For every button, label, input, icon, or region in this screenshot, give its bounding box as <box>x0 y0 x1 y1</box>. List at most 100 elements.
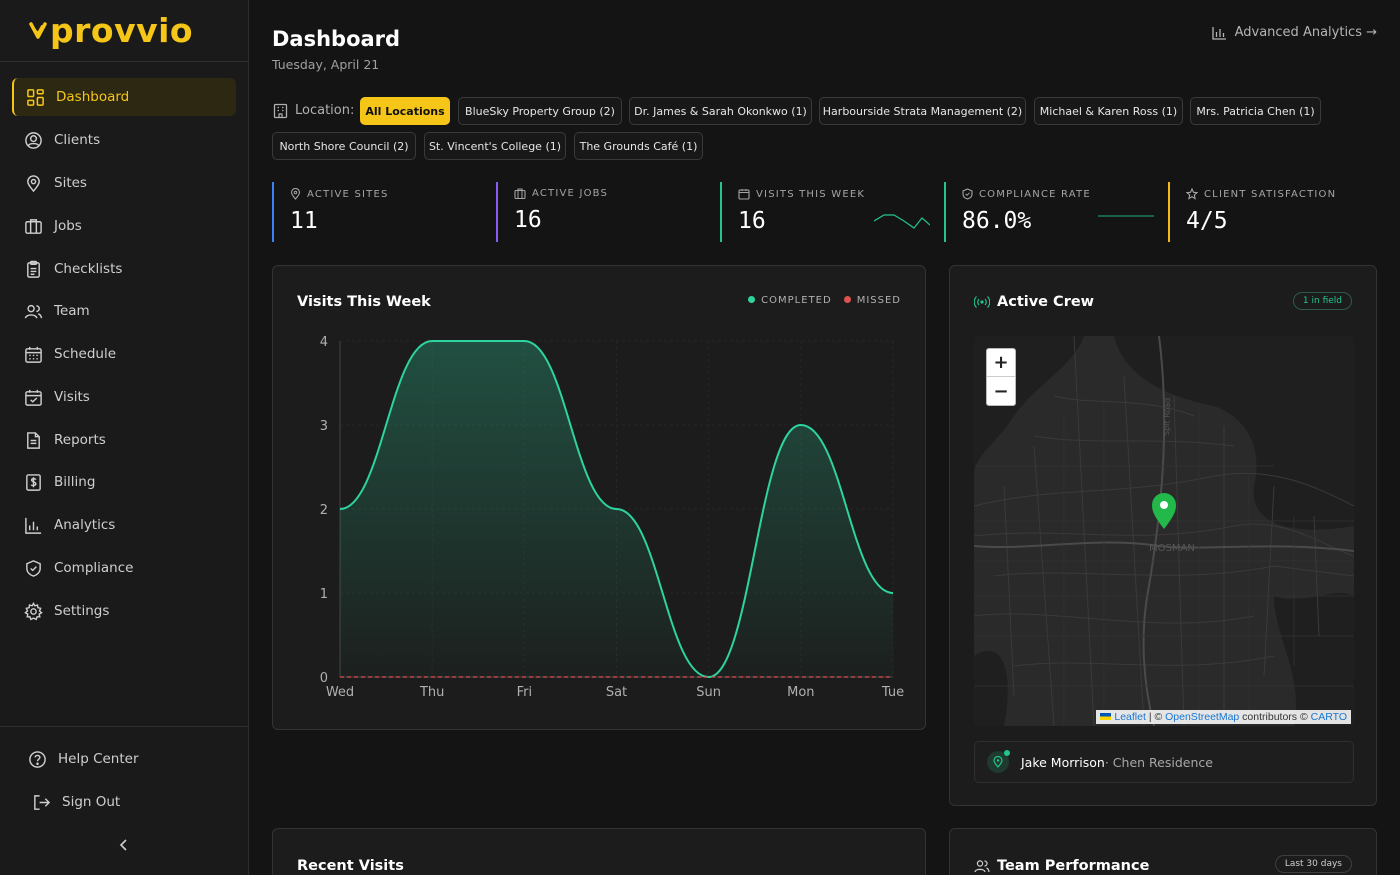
page-title: Dashboard <box>272 27 401 51</box>
carto-link[interactable]: CARTO <box>1310 711 1347 723</box>
attrib-text: contributors © <box>1239 711 1311 723</box>
sidebar: provvio Dashboard Clients Sites Jobs Che… <box>0 0 249 875</box>
sidebar-item-settings[interactable]: Settings <box>12 592 236 630</box>
dollar-receipt-icon <box>23 472 43 492</box>
location-chip[interactable]: The Grounds Café (1) <box>574 132 703 160</box>
clipboard-icon <box>23 259 43 279</box>
sidebar-item-team[interactable]: Team <box>12 292 236 330</box>
visits-sparkline <box>874 214 930 229</box>
location-chip-all[interactable]: All Locations <box>360 97 450 125</box>
sidebar-item-analytics[interactable]: Analytics <box>12 506 236 544</box>
location-chip[interactable]: Dr. James & Sarah Okonkwo (1) <box>629 97 812 125</box>
y-tick-label: 1 <box>320 587 328 602</box>
sidebar-item-label: Analytics <box>54 517 116 533</box>
users-icon <box>974 860 990 873</box>
map-road-label: Spit Road <box>1162 398 1172 436</box>
map-area-label: MOSMAN <box>1149 543 1195 554</box>
crew-member-row[interactable]: Jake Morrison · Chen Residence <box>974 741 1354 783</box>
stat-label: ACTIVE SITES <box>307 188 389 200</box>
bar-chart-icon <box>1211 26 1226 40</box>
calendar-icon <box>23 344 43 364</box>
sidebar-item-billing[interactable]: Billing <box>12 463 236 501</box>
stat-value: 11 <box>290 208 318 234</box>
map-zoom-control: + − <box>986 348 1016 406</box>
sidebar-item-checklists[interactable]: Checklists <box>12 250 236 288</box>
main-content: Dashboard Tuesday, April 21 Advanced Ana… <box>249 0 1400 875</box>
sidebar-item-dashboard[interactable]: Dashboard <box>12 78 236 116</box>
sidebar-item-schedule[interactable]: Schedule <box>12 335 236 373</box>
sign-out-icon <box>31 792 51 812</box>
online-dot <box>1004 750 1010 756</box>
sidebar-item-reports[interactable]: Reports <box>12 421 236 459</box>
advanced-analytics-link[interactable]: Advanced Analytics → <box>1211 25 1377 40</box>
active-crew-card: Active Crew 1 in field <box>949 265 1377 806</box>
leaflet-link[interactable]: Leaflet <box>1114 711 1146 723</box>
logo[interactable]: provvio <box>0 0 248 62</box>
stat-value: 86.0% <box>962 208 1032 234</box>
help-center-link[interactable]: Help Center <box>16 740 240 778</box>
advanced-analytics-label: Advanced Analytics → <box>1234 25 1377 40</box>
x-tick-label: Thu <box>419 685 444 700</box>
collapse-sidebar-button[interactable] <box>118 837 130 856</box>
location-chip[interactable]: Michael & Karen Ross (1) <box>1034 97 1183 125</box>
x-tick-label: Sun <box>696 685 721 700</box>
x-tick-label: Fri <box>517 685 533 700</box>
in-field-badge: 1 in field <box>1292 292 1352 310</box>
stat-active-jobs: ACTIVE JOBS 16 <box>496 182 714 242</box>
sidebar-item-clients[interactable]: Clients <box>12 121 236 159</box>
stat-client-satisfaction: CLIENT SATISFACTION 4/5 <box>1168 182 1378 242</box>
completed-line <box>339 340 894 679</box>
sidebar-item-compliance[interactable]: Compliance <box>12 549 236 587</box>
sidebar-item-jobs[interactable]: Jobs <box>12 207 236 245</box>
sign-out-button[interactable]: Sign Out <box>20 783 244 821</box>
ukraine-flag-icon <box>1100 713 1112 720</box>
legend-missed: MISSED <box>843 295 901 306</box>
recent-visits-card: Recent Visits <box>272 828 926 875</box>
y-tick-label: 4 <box>320 335 328 350</box>
users-icon <box>23 301 43 321</box>
calendar-check-icon <box>23 387 43 407</box>
sidebar-item-label: Team <box>54 303 90 319</box>
x-tick-label: Sat <box>606 685 627 700</box>
sidebar-item-label: Clients <box>54 132 101 148</box>
y-tick-label: 2 <box>320 503 328 518</box>
location-chip[interactable]: St. Vincent's College (1) <box>424 132 566 160</box>
map-pin-icon <box>290 188 301 200</box>
briefcase-icon <box>514 188 526 199</box>
gear-icon <box>23 601 43 621</box>
document-icon <box>23 430 43 450</box>
visits-chart-card: Visits This Week COMPLETED MISSED 0 1 2 3 4 W… <box>272 265 926 730</box>
stat-label: COMPLIANCE RATE <box>979 188 1091 200</box>
zoom-in-button[interactable]: + <box>987 349 1015 377</box>
stat-value: 16 <box>514 207 542 233</box>
crew-location-marker[interactable] <box>1152 493 1176 529</box>
map-attribution: Leaflet | © OpenStreetMap contributors ©… <box>1096 710 1351 724</box>
sidebar-item-sites[interactable]: Sites <box>12 164 236 202</box>
briefcase-icon <box>23 216 43 236</box>
logo-text: provvio <box>50 11 194 50</box>
signal-icon <box>974 296 990 308</box>
location-chip[interactable]: Mrs. Patricia Chen (1) <box>1190 97 1321 125</box>
location-label: Location: <box>295 103 355 118</box>
user-circle-icon <box>23 130 43 150</box>
location-chip[interactable]: BlueSky Property Group (2) <box>458 97 622 125</box>
map-tiles: MOSMAN Spit Road <box>974 336 1354 726</box>
crew-map[interactable]: MOSMAN Spit Road + − Leaflet | © OpenStr… <box>974 336 1354 726</box>
sidebar-item-label: Dashboard <box>56 89 130 105</box>
attrib-separator: | © <box>1145 711 1166 723</box>
star-icon <box>1186 188 1198 200</box>
sidebar-item-label: Jobs <box>54 218 82 234</box>
period-badge[interactable]: Last 30 days <box>1274 855 1352 873</box>
map-pin-icon <box>993 756 1003 768</box>
zoom-out-button[interactable]: − <box>993 380 1009 402</box>
question-circle-icon <box>27 749 47 769</box>
map-pin-icon <box>23 173 43 193</box>
y-tick-label: 0 <box>320 671 328 686</box>
location-chip[interactable]: Harbourside Strata Management (2) <box>819 97 1026 125</box>
crew-member-site: · Chen Residence <box>1104 754 1213 770</box>
location-chip[interactable]: North Shore Council (2) <box>272 132 416 160</box>
sidebar-item-label: Visits <box>54 389 90 405</box>
sidebar-item-visits[interactable]: Visits <box>12 378 236 416</box>
osm-link[interactable]: OpenStreetMap <box>1165 711 1240 723</box>
x-tick-label: Tue <box>881 685 904 700</box>
